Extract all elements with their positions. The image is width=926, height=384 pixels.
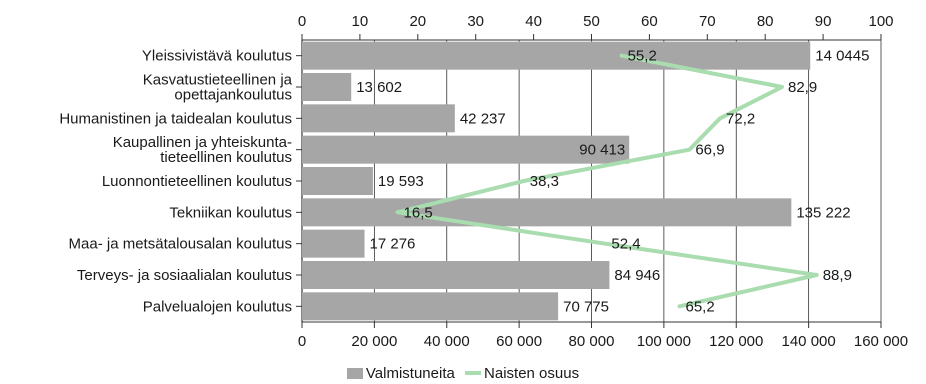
legend-item-bar: Valmistuneita — [346, 364, 455, 384]
category-label: opettajankoulutus — [174, 87, 292, 104]
bottom-axis-tick-label: 40 000 — [424, 333, 470, 350]
category-label: Luonnontieteellinen koulutus — [102, 173, 292, 190]
category-label: Humanistinen ja taidealan koulutus — [59, 110, 292, 127]
line-path — [395, 53, 819, 309]
bottom-axis-tick-label: 120 000 — [709, 333, 763, 350]
top-axis-tick-label: 10 — [352, 13, 369, 30]
top-axis-tick-label: 30 — [467, 13, 484, 30]
bar — [302, 41, 811, 70]
legend: Valmistuneita Naisten osuus — [0, 364, 926, 384]
bar — [302, 73, 352, 101]
line-series — [395, 53, 819, 309]
bottom-axis: 0 20 000 40 000 60 000 80 000 100 000 120 000 1… — [298, 321, 908, 350]
bar-value-label: 13 602 — [356, 79, 402, 96]
bottom-axis-tick-label: 160 000 — [854, 333, 908, 350]
bar-value-label: 84 946 — [614, 267, 660, 284]
legend-bar-label: Valmistuneita — [365, 365, 455, 383]
top-axis-tick-label: 0 — [298, 13, 306, 30]
bar-series — [302, 41, 811, 321]
top-axis-tick-label: 90 — [815, 13, 832, 30]
bottom-axis-tick-label: 140 000 — [782, 333, 836, 350]
bar — [302, 135, 630, 164]
line-value-label: 66,9 — [695, 142, 724, 159]
bar — [302, 229, 365, 258]
bar-value-label: 19 593 — [378, 173, 424, 190]
line-value-label: 65,2 — [686, 298, 715, 315]
bottom-axis-tick-label: 100 000 — [637, 333, 691, 350]
category-label: Terveys- ja sosiaalialan koulutus — [77, 267, 292, 284]
category-label: Kasvatustieteellinen ja — [143, 72, 293, 89]
bar — [302, 104, 455, 133]
top-axis-tick-label: 80 — [757, 13, 774, 30]
bar-value-labels: 14 0445 13 602 42 237 90 413 19 593 135 222 17… — [356, 48, 869, 316]
line-value-label: 38,3 — [530, 173, 559, 190]
line-value-label: 55,2 — [628, 48, 657, 65]
top-axis: 0 10 20 30 40 50 60 70 80 90 100 — [298, 13, 894, 41]
bar — [302, 198, 792, 227]
bar-value-label: 14 0445 — [815, 48, 869, 65]
top-axis-tick-label: 100 — [868, 13, 893, 30]
legend-item-line: Naisten osuus — [465, 364, 579, 384]
line-value-label: 16,5 — [404, 204, 433, 221]
bar — [302, 292, 559, 321]
bar-value-label: 17 276 — [370, 236, 416, 253]
category-label: Maa- ja metsätalousalan koulutus — [69, 236, 292, 253]
top-axis-tick-label: 70 — [699, 13, 716, 30]
bar-value-label: 70 775 — [563, 298, 609, 315]
bar — [302, 167, 373, 195]
category-labels: Yleissivistävä koulutus Kasvatustieteelli… — [59, 48, 302, 315]
top-axis-tick-label: 20 — [409, 13, 426, 30]
bar — [302, 261, 610, 289]
legend-line-swatch — [465, 371, 482, 376]
bar-value-label: 135 222 — [796, 204, 850, 221]
line-value-label: 82,9 — [788, 79, 817, 96]
top-axis-tick-label: 40 — [525, 13, 542, 30]
category-label: Yleissivistävä koulutus — [142, 48, 292, 65]
line-value-labels: 55,2 82,9 72,266,9 38,3 16,5 52,4 88,9 65,2 — [404, 48, 852, 316]
bar-value-label: 42 237 — [460, 110, 506, 127]
bottom-axis-tick-label: 60 000 — [496, 333, 542, 350]
legend-line-label: Naisten osuus — [484, 365, 580, 383]
category-label: Palvelualojen koulutus — [143, 298, 292, 315]
bottom-axis-tick-label: 0 — [298, 333, 306, 350]
line-value-label: 72,2 — [726, 110, 755, 127]
top-axis-tick-label: 50 — [583, 13, 600, 30]
bottom-axis-tick-label: 80 000 — [569, 333, 615, 350]
legend-bar-swatch — [346, 368, 363, 380]
category-label: Tekniikan koulutus — [169, 204, 292, 221]
category-label: Kaupallinen ja yhteiskunta- — [113, 134, 292, 151]
bottom-axis-tick-label: 20 000 — [351, 333, 397, 350]
bar-value-label: 90 413 — [579, 142, 625, 159]
category-label: tieteellinen koulutus — [160, 149, 292, 166]
line-value-label: 88,9 — [823, 267, 852, 284]
top-axis-tick-label: 60 — [641, 13, 658, 30]
line-value-label: 52,4 — [611, 236, 640, 253]
